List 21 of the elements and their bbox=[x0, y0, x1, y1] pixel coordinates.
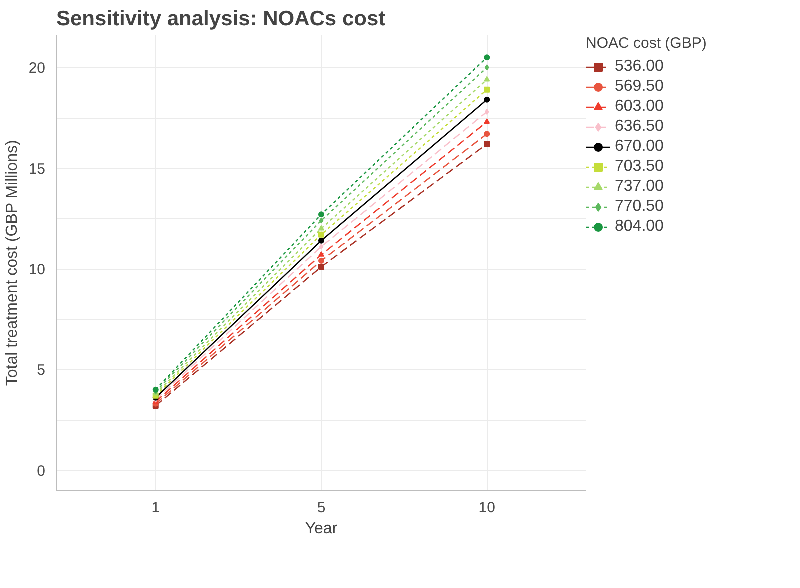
y-tick-label: 10 bbox=[28, 262, 46, 279]
legend-label: 636.50 bbox=[615, 118, 664, 136]
y-tick-label: 20 bbox=[28, 60, 46, 78]
x-tick-label: 5 bbox=[317, 500, 326, 516]
legend-label: 603.00 bbox=[615, 98, 664, 116]
y-tick-label: 15 bbox=[28, 160, 46, 178]
y-tick-label: 0 bbox=[37, 462, 46, 480]
chart-title: Sensitivity analysis: NOACs cost bbox=[56, 8, 386, 30]
y-tick-label: 5 bbox=[37, 362, 46, 380]
legend-label: 536.00 bbox=[615, 58, 664, 76]
x-tick-label: 1 bbox=[152, 500, 160, 516]
legend-label: 670.00 bbox=[615, 138, 664, 156]
legend-label: 703.50 bbox=[615, 158, 664, 176]
x-tick-label: 10 bbox=[478, 500, 496, 516]
legend-label: 569.50 bbox=[615, 78, 664, 96]
legend-label: 770.50 bbox=[615, 198, 664, 216]
legend-title: NOAC cost (GBP) bbox=[586, 35, 707, 52]
legend-label: 804.00 bbox=[615, 218, 664, 236]
x-axis-title: Year bbox=[305, 520, 338, 538]
y-axis-title: Total treatment cost (GBP Millions) bbox=[4, 140, 21, 386]
legend-label: 737.00 bbox=[615, 178, 664, 196]
